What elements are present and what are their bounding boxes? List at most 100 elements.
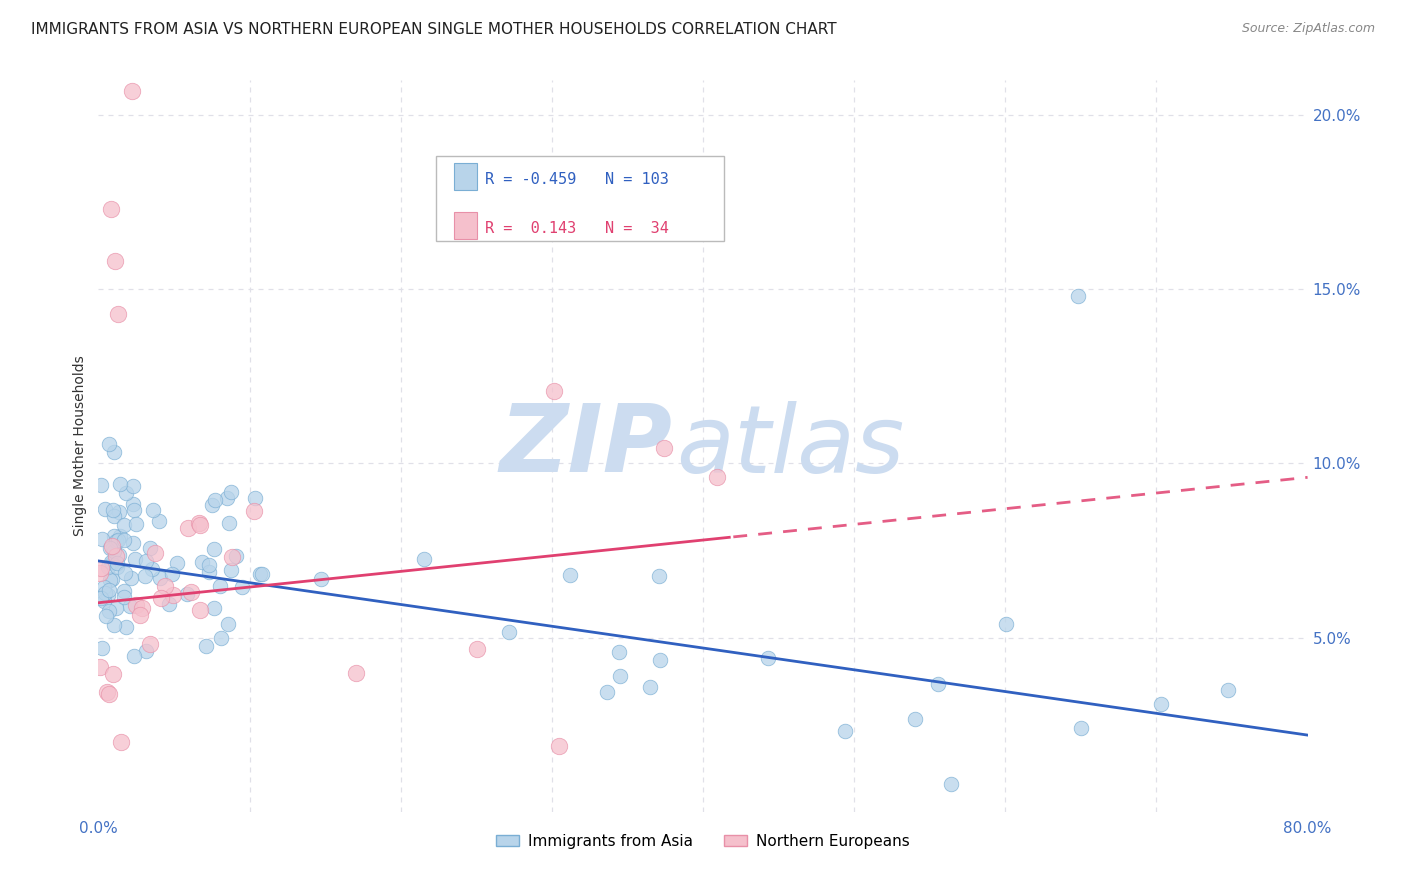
Point	[128, 607, 150, 622]
Point	[1067, 289, 1090, 303]
Point	[1216, 683, 1239, 698]
Point	[543, 384, 565, 398]
Point	[243, 491, 266, 506]
Point	[166, 556, 188, 570]
Point	[225, 549, 247, 563]
Point	[108, 548, 131, 562]
Text: N =  34: N = 34	[605, 221, 668, 236]
Point	[90, 477, 112, 491]
Point	[104, 254, 127, 268]
Point	[100, 202, 122, 216]
Point	[101, 539, 124, 553]
Point	[105, 533, 128, 548]
Point	[1150, 697, 1173, 711]
Point	[112, 584, 135, 599]
Point	[89, 566, 111, 580]
Point	[107, 533, 129, 548]
Point	[177, 521, 200, 535]
Point	[105, 600, 128, 615]
Point	[903, 713, 925, 727]
Point	[153, 579, 176, 593]
Point	[162, 588, 184, 602]
Point	[90, 561, 112, 575]
Text: IMMIGRANTS FROM ASIA VS NORTHERN EUROPEAN SINGLE MOTHER HOUSEHOLDS CORRELATION C: IMMIGRANTS FROM ASIA VS NORTHERN EUROPEA…	[31, 22, 837, 37]
Point	[346, 666, 368, 681]
Point	[124, 648, 146, 663]
Point	[141, 562, 163, 576]
Point	[97, 588, 120, 602]
Point	[103, 541, 125, 555]
Point	[638, 680, 661, 694]
Point	[98, 687, 121, 701]
Point	[122, 479, 145, 493]
Point	[122, 503, 145, 517]
Point	[834, 724, 856, 739]
Y-axis label: Single Mother Households: Single Mother Households	[73, 356, 87, 536]
Point	[105, 549, 128, 563]
Point	[103, 509, 125, 524]
Point	[191, 555, 214, 569]
Point	[93, 580, 115, 594]
Point	[139, 541, 162, 555]
Point	[96, 685, 118, 699]
Point	[648, 653, 671, 667]
Point	[114, 620, 136, 634]
Point	[218, 516, 240, 530]
Point	[98, 573, 121, 587]
Text: ZIP: ZIP	[501, 400, 672, 492]
Point	[122, 536, 145, 550]
Point	[124, 552, 146, 566]
Point	[596, 685, 619, 699]
Point	[93, 593, 115, 607]
Point	[311, 572, 333, 586]
Point	[114, 566, 136, 580]
Point	[89, 659, 111, 673]
Point	[105, 556, 128, 570]
Point	[90, 591, 112, 605]
Point	[110, 529, 132, 543]
Point	[412, 552, 434, 566]
Point	[648, 569, 671, 583]
Point	[94, 502, 117, 516]
Point	[98, 604, 121, 618]
Point	[143, 546, 166, 560]
Point	[90, 640, 112, 655]
Point	[927, 676, 949, 690]
Point	[148, 514, 170, 528]
Point	[121, 84, 143, 98]
Point	[105, 559, 128, 574]
Point	[250, 567, 273, 582]
Point	[149, 571, 172, 585]
Text: Source: ZipAtlas.com: Source: ZipAtlas.com	[1241, 22, 1375, 36]
Point	[112, 518, 135, 533]
Point	[101, 572, 124, 586]
Text: R = -0.459: R = -0.459	[485, 172, 576, 187]
Point	[110, 735, 132, 749]
Point	[188, 516, 211, 531]
Point	[120, 571, 142, 585]
Point	[652, 441, 675, 455]
Point	[97, 560, 120, 574]
Point	[209, 632, 232, 646]
Point	[135, 554, 157, 568]
Point	[90, 532, 112, 546]
Point	[150, 591, 173, 605]
Point	[202, 601, 225, 615]
Point	[103, 529, 125, 543]
Point	[103, 544, 125, 558]
Point	[118, 599, 141, 614]
Point	[607, 645, 630, 659]
Point	[548, 739, 571, 753]
Point	[249, 566, 271, 581]
Point	[97, 583, 120, 598]
Point	[101, 556, 124, 570]
Text: atlas: atlas	[676, 401, 904, 491]
Point	[125, 599, 148, 613]
Point	[219, 485, 242, 500]
Point	[706, 469, 728, 483]
Point	[558, 567, 581, 582]
Point	[467, 642, 489, 657]
Point	[96, 609, 118, 624]
Point	[112, 533, 135, 547]
Point	[112, 591, 135, 605]
